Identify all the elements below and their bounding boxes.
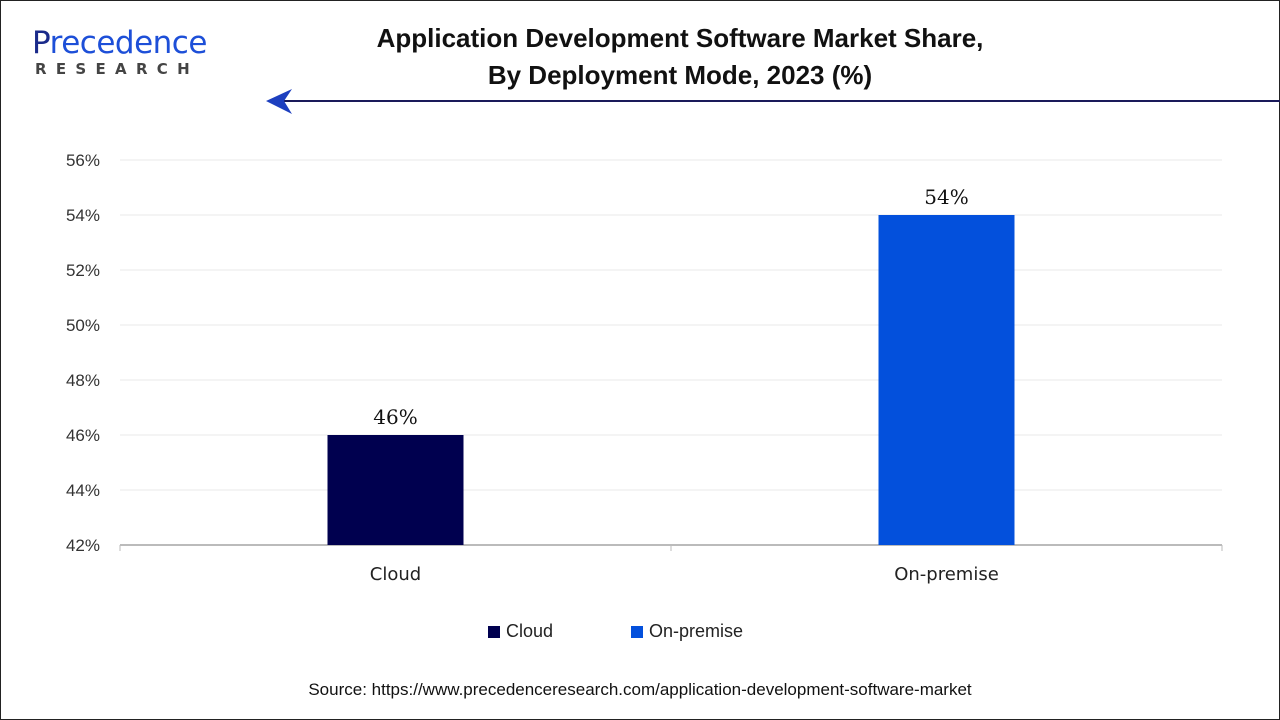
legend-item-cloud: Cloud [488, 621, 553, 642]
y-tick-label: 54% [66, 206, 100, 225]
y-tick-label: 42% [66, 536, 100, 555]
divider-line [280, 100, 1280, 102]
legend-swatch-cloud [488, 625, 500, 638]
logo-subtext: RESEARCH [35, 60, 199, 78]
legend-label: On-premise [649, 621, 744, 641]
title-line-1: Application Development Software Market … [376, 23, 984, 53]
data-label: 54% [924, 185, 968, 209]
arrow-icon [266, 89, 292, 114]
chart-title: Application Development Software Market … [300, 20, 1060, 94]
y-tick-label: 44% [66, 481, 100, 500]
y-tick-label: 46% [66, 426, 100, 445]
logo: Precedence RESEARCH [32, 26, 207, 78]
title-line-2: By Deployment Mode, 2023 (%) [487, 60, 873, 90]
data-label: 46% [373, 405, 417, 429]
legend-item-on-premise: On-premise [631, 621, 743, 642]
legend: Cloud On-premise [488, 621, 821, 642]
y-tick-label: 56% [66, 151, 100, 170]
source-text: Source: https://www.precedenceresearch.c… [308, 680, 972, 699]
y-tick-label: 48% [66, 371, 100, 390]
logo-initial: P [32, 25, 50, 61]
x-tick-label: On-premise [894, 564, 999, 585]
bar-on-premise [878, 215, 1015, 545]
y-tick-label: 50% [66, 316, 100, 335]
logo-text: recedence [49, 25, 208, 61]
legend-swatch-on-premise [631, 625, 644, 638]
x-tick-label: Cloud [370, 564, 421, 585]
legend-label: Cloud [506, 621, 554, 641]
y-tick-label: 52% [66, 261, 100, 280]
bar-cloud [327, 435, 464, 545]
